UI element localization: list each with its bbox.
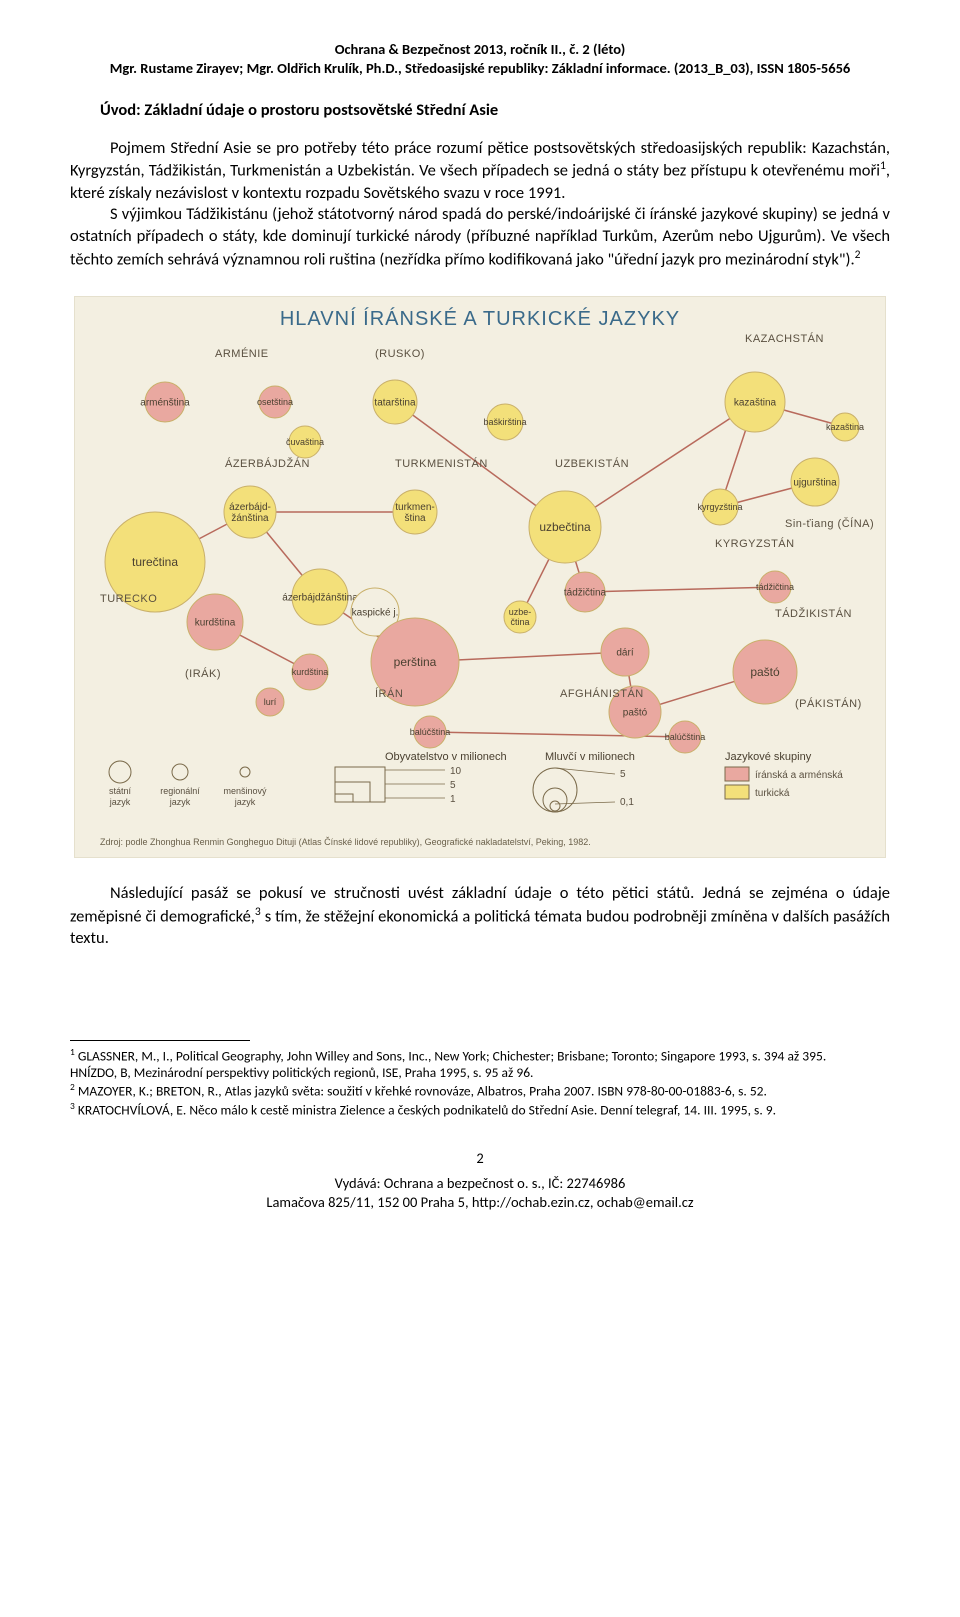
svg-text:ština: ština [404,513,426,524]
svg-text:(IRÁK): (IRÁK) [185,667,221,680]
svg-text:kyrgyzština: kyrgyzština [697,502,742,512]
svg-text:(PÁKISTÁN): (PÁKISTÁN) [795,697,862,710]
footnote-ref-2: 2 [855,248,861,262]
svg-text:ÍRÁN: ÍRÁN [375,687,403,700]
footer-line-2: Lamačova 825/11, 152 00 Praha 5, http://… [70,1193,890,1212]
svg-text:10: 10 [450,766,462,777]
svg-text:turečtina: turečtina [132,555,178,569]
paragraph-2: S výjimkou Tádžikistánu (jehož státotvor… [70,204,890,271]
svg-text:ujgurština: ujgurština [793,478,837,489]
svg-text:turkická: turkická [755,788,790,799]
svg-text:tádžičtina: tádžičtina [564,588,607,599]
svg-text:0,1: 0,1 [620,797,634,808]
section-title: Úvod: Základní údaje o prostoru postsově… [100,100,890,120]
svg-text:perština: perština [394,655,437,669]
footer-line-1: Vydává: Ochrana a bezpečnost o. s., IČ: … [70,1174,890,1193]
svg-text:turkmen-: turkmen- [395,502,434,513]
svg-text:dárí: dárí [616,648,633,659]
svg-text:tatarština: tatarština [374,398,416,409]
svg-text:tádžičtina: tádžičtina [756,582,794,592]
svg-text:jazyk: jazyk [169,797,191,807]
svg-text:jazyk: jazyk [109,797,131,807]
svg-text:balúčština: balúčština [410,727,451,737]
svg-text:1: 1 [450,794,456,805]
svg-text:státní: státní [109,786,132,796]
svg-text:čuvaština: čuvaština [286,437,324,447]
svg-text:TURECKO: TURECKO [100,593,157,605]
footnote-2: 2 MAZOYER, K.; BRETON, R., Atlas jazyků … [70,1082,890,1100]
svg-text:žánština: žánština [231,513,269,524]
svg-text:ARMÉNIE: ARMÉNIE [215,347,269,360]
svg-text:KAZACHSTÁN: KAZACHSTÁN [745,332,824,345]
svg-text:5: 5 [450,780,456,791]
svg-text:ázerbájd-: ázerbájd- [229,502,271,513]
svg-text:Jazykové skupiny: Jazykové skupiny [725,751,812,763]
paragraph-3: Následující pasáž se pokusí ve stručnost… [70,883,890,950]
svg-text:osetština: osetština [257,397,293,407]
svg-text:menšinový: menšinový [223,786,267,796]
svg-text:arménština: arménština [140,398,190,409]
paragraph-1: Pojmem Střední Asie se pro potřeby této … [70,138,890,205]
para1-text-a: Pojmem Střední Asie se pro potřeby této … [70,138,890,181]
svg-text:ázerbájdžánština: ázerbájdžánština [282,593,358,604]
svg-text:kaspické j.: kaspické j. [352,608,399,619]
footnote-2-text: MAZOYER, K.; BRETON, R., Atlas jazyků sv… [75,1083,767,1100]
svg-text:HLAVNÍ ÍRÁNSKÉ A TURKICKÉ JAZY: HLAVNÍ ÍRÁNSKÉ A TURKICKÉ JAZYKY [280,307,680,330]
svg-text:čtina: čtina [510,617,529,627]
svg-text:TÁDŽIKISTÁN: TÁDŽIKISTÁN [775,607,852,620]
svg-text:lurí: lurí [264,697,277,707]
para2-text: S výjimkou Tádžikistánu (jehož státotvor… [70,204,890,269]
svg-text:kazaština: kazaština [734,398,777,409]
svg-text:kazaština: kazaština [826,422,864,432]
page-number: 2 [70,1149,890,1168]
footnote-separator [70,1040,250,1041]
svg-text:UZBEKISTÁN: UZBEKISTÁN [555,457,629,470]
svg-text:kurdština: kurdština [195,618,236,629]
svg-text:(RUSKO): (RUSKO) [375,348,425,360]
diagram-svg: HLAVNÍ ÍRÁNSKÉ A TURKICKÉ JAZYKY arménšti… [75,297,885,857]
header-line-2: Mgr. Rustame Zirayev; Mgr. Oldřich Krulí… [70,59,890,78]
svg-text:paštó: paštó [750,665,780,679]
svg-text:uzbečtina: uzbečtina [539,520,591,534]
svg-text:Sin-ťiang (ČÍNA): Sin-ťiang (ČÍNA) [785,517,874,530]
svg-text:baškirština: baškirština [483,417,526,427]
svg-text:KYRGYZSTÁN: KYRGYZSTÁN [715,537,795,550]
svg-text:kurdština: kurdština [292,667,329,677]
footnote-1-text: GLASSNER, M., I., Political Geography, J… [75,1048,826,1065]
svg-text:AFGHÁNISTÁN: AFGHÁNISTÁN [560,687,644,700]
footnote-1b: HNÍZDO, B, Mezinárodní perspektivy polit… [70,1065,890,1082]
footnote-3-text: KRATOCHVÍLOVÁ, E. Něco málo k cestě mini… [75,1101,776,1118]
svg-text:Mluvčí v milionech: Mluvčí v milionech [545,751,635,763]
svg-text:Zdroj: podle Zhonghua Renmin G: Zdroj: podle Zhonghua Renmin Gongheguo D… [100,837,591,847]
language-diagram: HLAVNÍ ÍRÁNSKÉ A TURKICKÉ JAZYKY arménšti… [74,296,886,858]
svg-text:ÁZERBÁJDŽÁN: ÁZERBÁJDŽÁN [225,457,310,470]
svg-text:5: 5 [620,769,626,780]
svg-text:íránská a arménská: íránská a arménská [755,770,843,781]
svg-text:Obyvatelstvo v milionech: Obyvatelstvo v milionech [385,751,507,763]
page-footer: 2 Vydává: Ochrana a bezpečnost o. s., IČ… [70,1149,890,1212]
footnote-1: 1 GLASSNER, M., I., Political Geography,… [70,1047,890,1065]
svg-text:paštó: paštó [623,708,648,719]
svg-text:uzbe-: uzbe- [509,607,532,617]
svg-text:regionální: regionální [160,786,200,796]
svg-text:balúčština: balúčština [665,732,706,742]
svg-text:jazyk: jazyk [234,797,256,807]
header-line-1: Ochrana & Bezpečnost 2013, ročník II., č… [70,40,890,59]
footnote-3: 3 KRATOCHVÍLOVÁ, E. Něco málo k cestě mi… [70,1101,890,1119]
svg-text:TURKMENISTÁN: TURKMENISTÁN [395,457,488,470]
